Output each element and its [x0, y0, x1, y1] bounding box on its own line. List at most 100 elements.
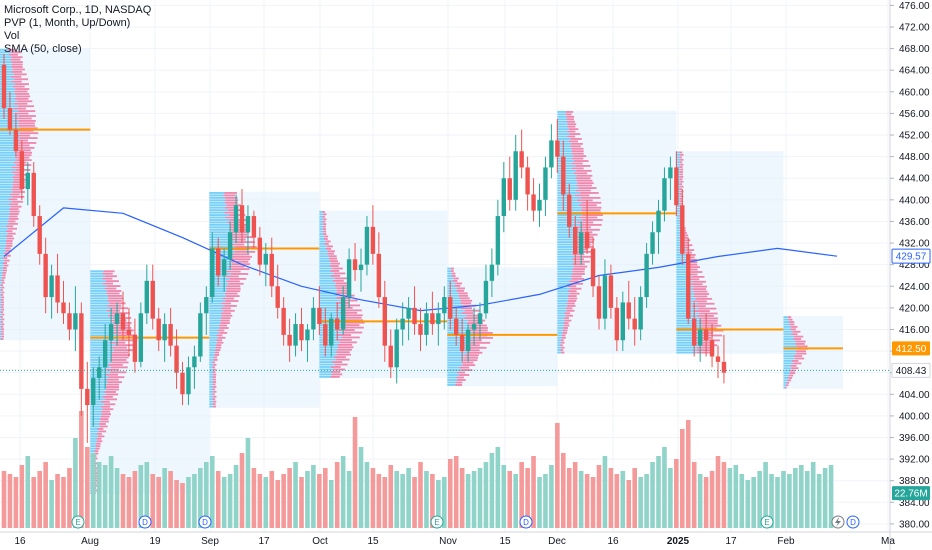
profile-bar-up [783, 384, 787, 387]
profile-bar-up [90, 378, 106, 381]
profile-bar-up [676, 161, 680, 164]
profile-bar-down [567, 300, 577, 302]
volume-bar [233, 465, 239, 528]
profile-bar-up [90, 314, 108, 317]
legend-title[interactable]: Microsoft Corp., 1D, NASDAQ [4, 4, 152, 16]
profile-bar-down [333, 368, 346, 371]
profile-bar-up [90, 346, 111, 349]
profile-bar-up [209, 336, 219, 339]
profile-bar-up [447, 275, 452, 277]
volume-bar [257, 474, 263, 528]
candle-body [459, 334, 465, 352]
profile-bar-up [319, 370, 331, 373]
candle-body [424, 313, 429, 335]
profile-bar-up [0, 276, 3, 279]
legend-vol[interactable]: Vol [4, 30, 20, 42]
profile-bar-up [209, 346, 216, 349]
profile-bar-down [796, 345, 808, 348]
profile-bar-down [5, 247, 11, 250]
volume-bar [245, 438, 251, 528]
profile-bar-down [12, 186, 26, 189]
profile-bar-up [319, 274, 331, 277]
profile-bar-down [687, 261, 698, 264]
profile-bar-down [343, 326, 364, 329]
profile-bar-up [447, 289, 457, 292]
profile-bar-up [209, 339, 217, 342]
profile-bar-up [676, 293, 695, 295]
profile-bar-down [568, 128, 579, 131]
profile-bar-up [0, 97, 15, 100]
candle-body [97, 367, 102, 379]
volume-bar [680, 429, 685, 528]
profile-bar-up [557, 263, 573, 266]
profile-bar-up [676, 224, 681, 227]
profile-bar-up [557, 327, 564, 329]
profile-bar-up [447, 302, 461, 305]
profile-bar-up [676, 268, 689, 271]
candle-body [531, 194, 536, 211]
legend-sma[interactable]: SMA (50, close) [4, 43, 82, 55]
volume-bar [739, 474, 745, 528]
volume-bar [221, 477, 227, 528]
candle-body [394, 329, 399, 368]
candle-body [79, 313, 84, 389]
profile-bar-down [576, 199, 593, 202]
profile-bar-up [0, 249, 6, 252]
profile-bar-up [209, 368, 214, 371]
profile-bar-down [102, 395, 113, 398]
profile-bar-down [105, 393, 119, 396]
candle-body [543, 167, 548, 200]
profile-bar-up [557, 113, 566, 116]
time-tick-label: Nov [439, 536, 457, 547]
candle-body [596, 286, 602, 319]
profile-bar-down [458, 292, 468, 295]
profile-bar-up [319, 287, 337, 290]
volume-bar [513, 474, 518, 528]
profile-bar-down [699, 322, 718, 325]
profile-bar-down [94, 484, 98, 487]
candle-body [674, 167, 679, 206]
legend-pvp[interactable]: PVP (1, Month, Up/Down) [4, 17, 131, 29]
profile-bar-down [231, 268, 250, 270]
profile-bar-up [0, 100, 17, 103]
profile-bar-down [226, 280, 240, 283]
profile-bar-up [90, 349, 114, 352]
profile-bar-down [94, 452, 99, 455]
profile-bar-down [96, 440, 103, 443]
profile-bar-up [319, 366, 332, 368]
profile-bar-down [680, 163, 684, 166]
profile-bar-up [676, 271, 691, 273]
profile-bar-up [0, 193, 10, 196]
profile-bar-up [0, 58, 11, 61]
profile-bar-up [557, 187, 579, 189]
profile-bar-down [1, 303, 4, 306]
profile-bar-down [5, 242, 13, 245]
profile-bar-down [567, 135, 576, 138]
profile-bar-up [557, 346, 562, 349]
profile-bar-down [785, 386, 787, 389]
candle-body [108, 324, 114, 341]
profile-bar-up [0, 144, 16, 147]
profile-bar-down [680, 195, 684, 198]
profile-bar-down [794, 335, 804, 338]
profile-bar-down [2, 269, 8, 272]
profile-bar-up [0, 313, 2, 316]
profile-bar-up [447, 284, 455, 287]
profile-bar-up [0, 208, 10, 211]
profile-bar-down [455, 383, 463, 386]
profile-bar-up [0, 93, 16, 95]
volume-bars [1, 411, 834, 528]
event-marker-label: E [75, 518, 80, 527]
profile-bar-down [572, 263, 585, 266]
price-tick-label: 428.00 [899, 260, 930, 271]
profile-bar-down [457, 287, 466, 290]
profile-bar-down [2, 267, 7, 269]
profile-bar-down [330, 375, 340, 378]
volume-bar [96, 462, 102, 528]
profile-bar-up [557, 290, 568, 293]
profile-bar-up [676, 163, 681, 166]
profile-bar-down [104, 398, 118, 401]
profile-bar-down [230, 260, 249, 263]
profile-bar-down [696, 315, 714, 317]
